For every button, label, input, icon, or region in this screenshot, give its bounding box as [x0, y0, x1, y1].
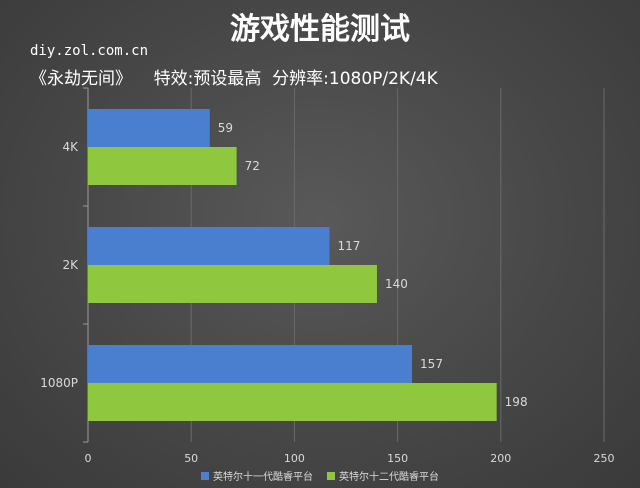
bar-gen11-4k	[88, 109, 210, 147]
x-tick-label: 50	[184, 452, 198, 465]
legend-label-series-1: 英特尔十二代酷睿平台	[339, 472, 439, 483]
data-label: 59	[218, 121, 233, 135]
x-tick-label: 0	[85, 452, 92, 465]
y-category-label: 2K	[62, 258, 79, 272]
watermark-text: diy.zol.com.cn	[30, 43, 149, 59]
x-tick-label: 150	[387, 452, 408, 465]
data-label: 140	[385, 277, 408, 291]
data-label: 198	[505, 395, 528, 409]
data-label: 157	[420, 357, 443, 371]
legend-item-series-0: 英特尔十一代酷睿平台	[201, 468, 313, 483]
bar-gen12-2k	[88, 265, 377, 303]
bar-gen11-1080p	[88, 345, 413, 383]
x-tick-label: 200	[490, 452, 511, 465]
bar-gen12-4k	[88, 147, 237, 185]
chart-subtitle: 《永劫无间》 特效:预设最高 分辨率:1080P/2K/4K	[30, 69, 438, 89]
legend-swatch-series-1	[327, 471, 335, 480]
chart-legend: 英特尔十一代酷睿平台 英特尔十二代酷睿平台	[0, 468, 640, 483]
bar-gen11-2k	[88, 227, 330, 265]
y-category-label: 4K	[62, 140, 79, 154]
x-tick-label: 100	[284, 452, 305, 465]
data-label: 117	[337, 239, 360, 253]
legend-item-series-1: 英特尔十二代酷睿平台	[327, 468, 439, 483]
bar-gen12-1080p	[88, 383, 497, 421]
page-title: 游戏性能测试	[230, 12, 410, 47]
x-tick-label: 250	[594, 452, 615, 465]
y-category-label: 1080P	[40, 376, 78, 390]
legend-swatch-series-0	[201, 471, 209, 480]
data-label: 72	[245, 159, 260, 173]
legend-label-series-0: 英特尔十一代酷睿平台	[213, 472, 313, 483]
